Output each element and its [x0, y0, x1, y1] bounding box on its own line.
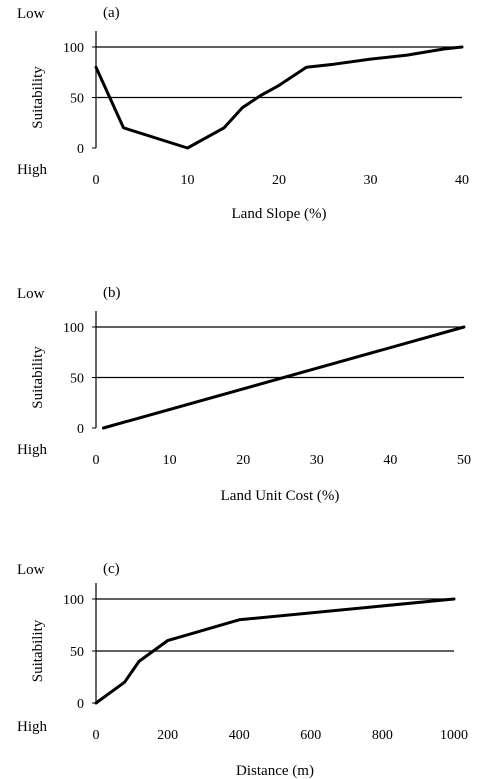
panel-b-x-tick-label: 30	[310, 453, 324, 468]
panel-a-y-tick-label: 50	[70, 92, 84, 107]
panel-b-y-tick-label: 100	[63, 321, 84, 336]
panel-a-x-tick-label: 0	[93, 173, 100, 188]
panel-b-x-tick-label: 20	[236, 453, 250, 468]
panel-b-x-tick-label: 40	[383, 453, 397, 468]
panel-b-y-axis-label: Suitability	[30, 346, 46, 409]
panel-c-x-tick-label: 200	[157, 728, 178, 743]
panel-b-x-tick-label: 0	[93, 453, 100, 468]
panel-a-x-tick-label: 30	[364, 173, 378, 188]
panel-a-y-axis-label: Suitability	[30, 66, 46, 129]
panel-b-x-tick-label: 10	[163, 453, 177, 468]
panel-c-x-tick-label: 0	[93, 728, 100, 743]
panel-c-x-axis-label: Distance (m)	[236, 763, 314, 779]
panel-c-low-label: Low	[17, 562, 45, 578]
panel-a-y-tick-label: 100	[63, 41, 84, 56]
panel-b-y-tick-label: 0	[77, 422, 84, 437]
panel-a-panel-label: (a)	[103, 5, 120, 21]
panel-c-panel-label: (c)	[103, 561, 120, 577]
panel-b-y-tick-label: 50	[70, 372, 84, 387]
panel-c-x-tick-label: 400	[229, 728, 250, 743]
panel-c-y-tick-label: 100	[63, 593, 84, 608]
panel-b-x-axis-label: Land Unit Cost (%)	[221, 488, 340, 504]
panel-b-x-tick-label: 50	[457, 453, 471, 468]
panel-c-suitability-curve	[94, 597, 456, 705]
panel-a-y-tick-label: 0	[77, 142, 84, 157]
panel-c-y-tick-label: 50	[70, 645, 84, 660]
panel-c-x-tick-label: 600	[300, 728, 321, 743]
panel-b-low-label: Low	[17, 286, 45, 302]
panel-a-x-tick-label: 10	[181, 173, 195, 188]
panel-a-x-tick-label: 20	[272, 173, 286, 188]
panel-b-suitability-curve	[101, 325, 466, 430]
panel-c-high-label: High	[17, 719, 48, 735]
panel-a-high-label: High	[17, 162, 48, 178]
panel-c-y-axis-label: Suitability	[30, 619, 46, 682]
panel-c-x-tick-label: 1000	[440, 728, 468, 743]
panel-c-x-tick-label: 800	[372, 728, 393, 743]
panel-a-x-tick-label: 40	[455, 173, 469, 188]
panel-b-high-label: High	[17, 442, 48, 458]
panel-a-low-label: Low	[17, 6, 45, 22]
panel-c-y-tick-label: 0	[77, 697, 84, 712]
panel-a-x-axis-label: Land Slope (%)	[232, 206, 327, 222]
panel-b-panel-label: (b)	[103, 285, 121, 301]
panel-a-suitability-curve	[94, 45, 464, 150]
